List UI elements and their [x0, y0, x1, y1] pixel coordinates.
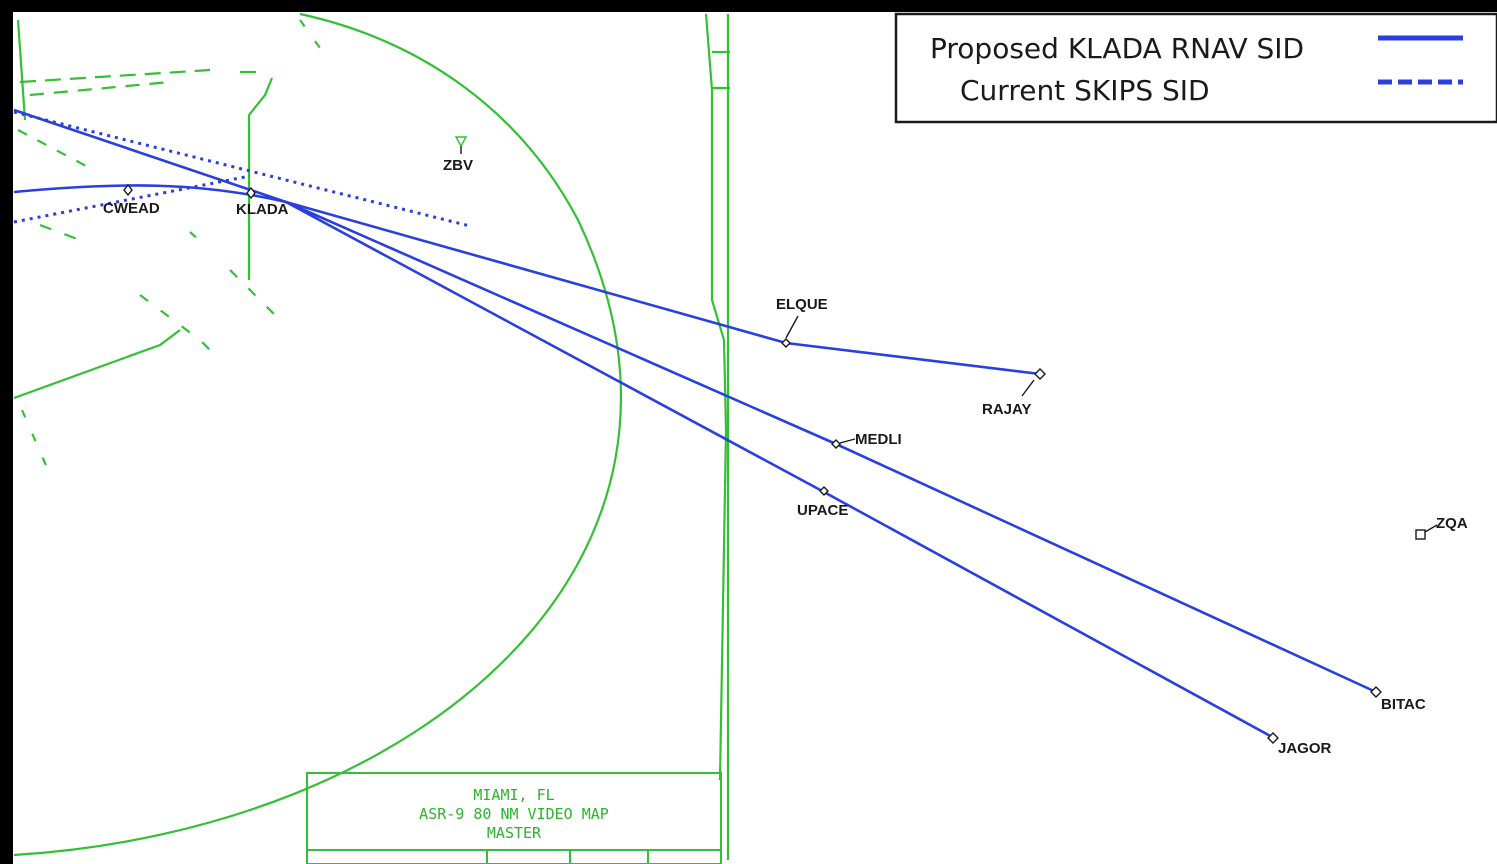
range-ring-arc	[13, 12, 622, 857]
shoreline-dashes	[229, 269, 281, 321]
route-klada-elque-rajay	[285, 200, 1041, 376]
waypoint-upace-icon	[819, 486, 829, 496]
shoreline-dashes	[20, 409, 50, 471]
shoreline-dashes	[189, 231, 211, 251]
legend: Proposed KLADA RNAV SID Current SKIPS SI…	[894, 12, 1497, 124]
legend-proposed-label: Proposed KLADA RNAV SID	[930, 32, 1304, 65]
waypoint-jagor-icon	[1267, 732, 1279, 744]
base-map-features	[13, 12, 730, 860]
waypoint-label-elque: ELQUE	[776, 296, 828, 313]
boundary-line-left	[704, 13, 728, 781]
waypoint-label-cwead: CWEAD	[103, 200, 160, 217]
waypoint-label-upace: UPACE	[797, 502, 848, 519]
waypoint-zbv-icon	[454, 136, 468, 148]
current-skips-sid	[13, 110, 471, 228]
waypoint-bitac-icon	[1370, 686, 1382, 698]
shoreline-dashes	[17, 129, 91, 169]
waypoint-medli-icon	[831, 439, 841, 449]
waypoint-label-zqa: ZQA	[1436, 515, 1468, 532]
waypoint-label-rajay: RAJAY	[982, 401, 1031, 418]
waypoint-label-medli: MEDLI	[855, 431, 902, 448]
legend-current-label: Current SKIPS SID	[960, 74, 1210, 107]
waypoint-rajay-icon	[1034, 368, 1046, 380]
title-block-line-2: ASR-9 80 NM VIDEO MAP	[419, 805, 609, 823]
shoreline-dashes	[16, 19, 27, 121]
waypoint-label-klada: KLADA	[236, 201, 289, 218]
shoreline-dashes	[19, 68, 211, 84]
shoreline-dashes	[299, 19, 321, 49]
waypoint-cwead-icon	[123, 183, 133, 197]
shoreline-dashes	[29, 80, 171, 97]
route-segment	[13, 108, 287, 204]
route-klada-medli-bitac	[285, 200, 1377, 694]
waypoint-label-jagor: JAGOR	[1278, 740, 1332, 757]
title-block-line-1: MIAMI, FL	[473, 786, 554, 804]
proposed-klada-sid	[13, 108, 1377, 740]
airspace-line	[248, 77, 274, 116]
title-block-line-3: MASTER	[487, 824, 542, 842]
airspace-line	[13, 329, 181, 400]
title-block	[306, 772, 722, 864]
shoreline-dashes	[139, 294, 221, 361]
boundary-tick	[712, 50, 730, 90]
shoreline-dashes	[39, 223, 81, 242]
waypoint-symbols	[123, 136, 1438, 744]
waypoint-klada-icon	[246, 186, 256, 200]
waypoint-elque-icon	[781, 338, 791, 348]
route-klada-upace-jagor	[285, 200, 1275, 740]
waypoint-label-bitac: BITAC	[1381, 696, 1426, 713]
waypoint-zqa-icon	[1415, 529, 1426, 540]
waypoint-label-zbv: ZBV	[443, 157, 473, 174]
